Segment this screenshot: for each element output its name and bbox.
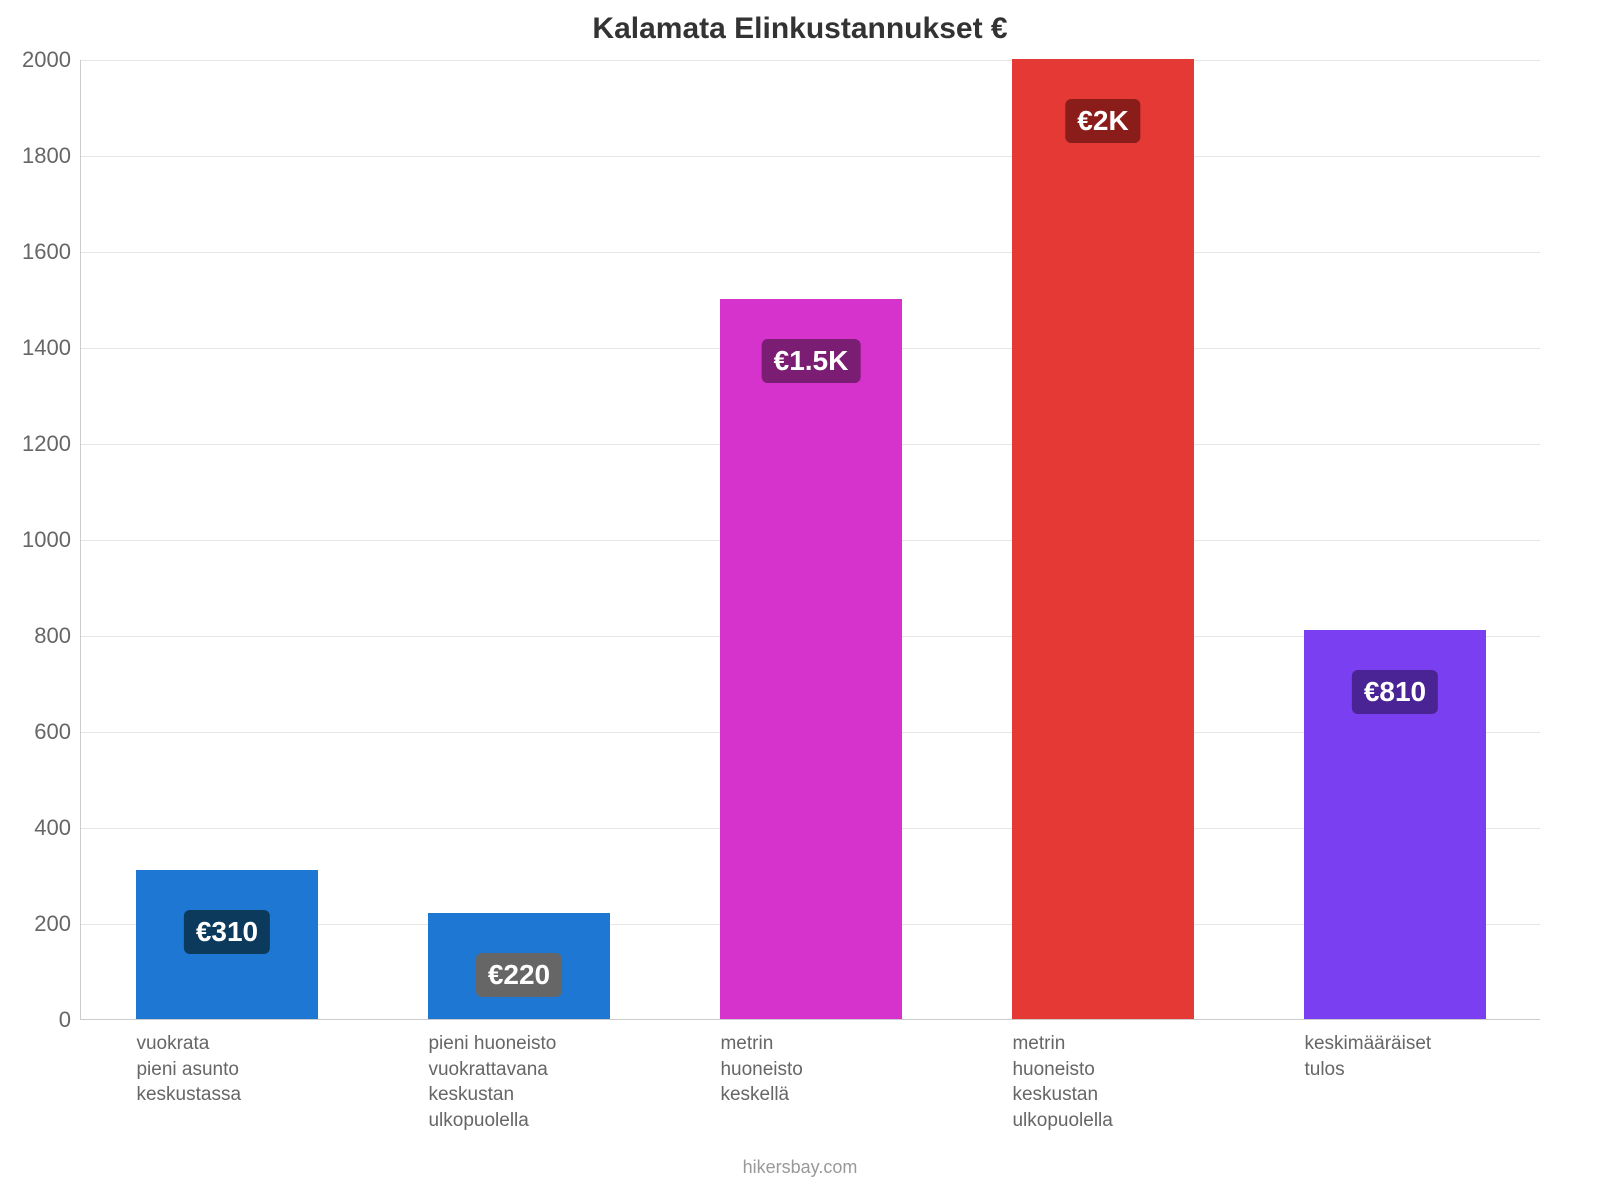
gridline (81, 252, 1540, 253)
chart-footer: hikersbay.com (0, 1157, 1600, 1178)
y-tick-label: 0 (59, 1007, 81, 1033)
y-tick-label: 600 (34, 719, 81, 745)
y-tick-label: 1800 (22, 143, 81, 169)
bar-value-badge: €310 (184, 910, 270, 954)
y-tick-label: 1400 (22, 335, 81, 361)
y-tick-label: 1600 (22, 239, 81, 265)
gridline (81, 60, 1540, 61)
bar: €310 (136, 870, 317, 1019)
y-tick-label: 1200 (22, 431, 81, 457)
plot-area: 0200400600800100012001400160018002000€31… (80, 60, 1540, 1020)
bar-value-badge: €220 (476, 953, 562, 997)
x-category-label: vuokrata pieni asunto keskustassa (136, 1019, 317, 1108)
x-category-label: metrin huoneisto keskellä (720, 1019, 901, 1108)
bar-value-badge: €1.5K (762, 339, 861, 383)
y-tick-label: 200 (34, 911, 81, 937)
y-tick-label: 1000 (22, 527, 81, 553)
bar: €1.5K (720, 299, 901, 1019)
bar: €220 (428, 913, 609, 1019)
chart-container: Kalamata Elinkustannukset € 020040060080… (0, 0, 1600, 1200)
x-category-label: keskimääräiset tulos (1304, 1019, 1485, 1082)
y-tick-label: 400 (34, 815, 81, 841)
y-tick-label: 2000 (22, 47, 81, 73)
bar: €810 (1304, 630, 1485, 1019)
bar-value-badge: €810 (1352, 670, 1438, 714)
x-category-label: pieni huoneisto vuokrattavana keskustan … (428, 1019, 609, 1134)
x-category-label: metrin huoneisto keskustan ulkopuolella (1012, 1019, 1193, 1134)
gridline (81, 156, 1540, 157)
bar: €2K (1012, 59, 1193, 1019)
chart-title: Kalamata Elinkustannukset € (0, 12, 1600, 46)
bar-value-badge: €2K (1065, 99, 1140, 143)
y-tick-label: 800 (34, 623, 81, 649)
